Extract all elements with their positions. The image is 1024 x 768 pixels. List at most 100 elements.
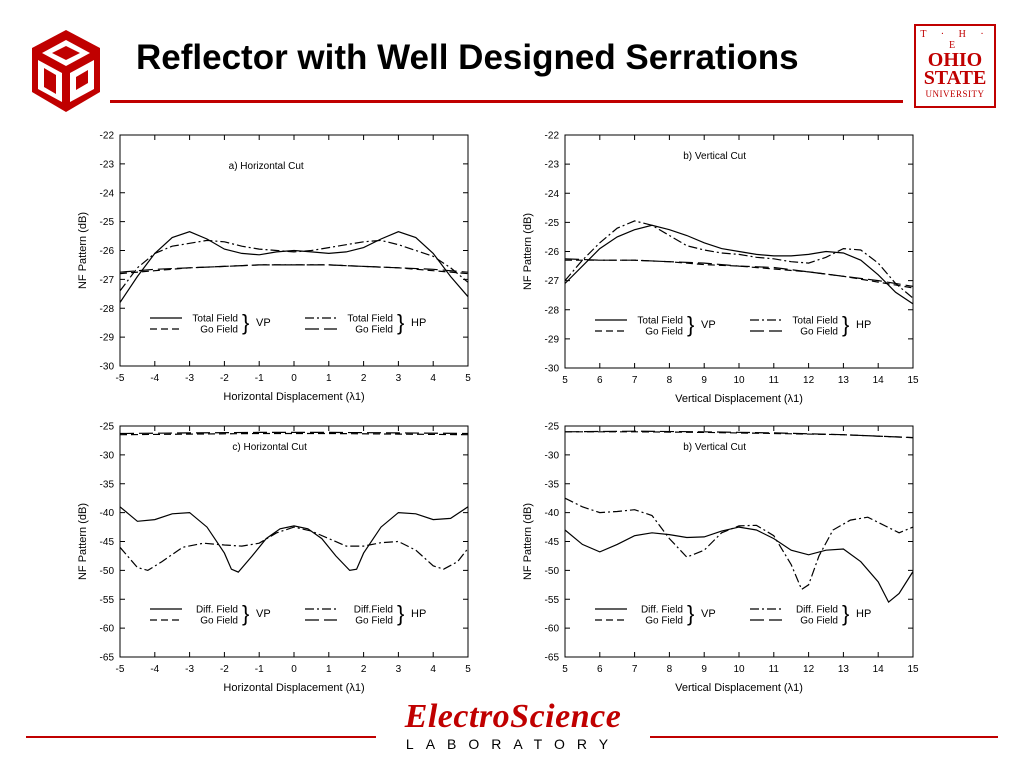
- osu-logo-university: UNIVERSITY: [925, 89, 985, 99]
- y-tick-label: -26: [545, 247, 560, 258]
- legend-entry-label: Diff.Field: [354, 605, 393, 616]
- legend-entry-label: Go Field: [645, 327, 683, 338]
- legend-brace: }: [687, 601, 694, 626]
- x-tick-label: 13: [838, 375, 850, 386]
- x-tick-label: 10: [733, 375, 745, 386]
- series-hp-dashdot: [119, 526, 469, 572]
- chart-vertical-cut-diff: 5 6 7 8 9 10 11 12 13 14 15 -25 -30 -35 -40 -45 -50 -55 -6…: [522, 422, 919, 695]
- legend-brace: }: [397, 601, 404, 626]
- x-tick-label: -2: [220, 373, 229, 384]
- legend-group-label: VP: [256, 608, 271, 620]
- x-tick-label: 9: [701, 375, 707, 386]
- x-tick-label: -3: [185, 373, 194, 384]
- y-tick-label: -55: [100, 595, 115, 606]
- panel-annotation: b) Vertical Cut: [683, 442, 746, 453]
- x-tick-label: 14: [873, 664, 885, 675]
- x-tick-label: 3: [396, 373, 402, 384]
- y-tick-label: -29: [100, 333, 115, 344]
- legend-brace: }: [842, 312, 849, 337]
- legend-group-label: VP: [701, 608, 716, 620]
- y-axis-label: NF Pattern (dB): [77, 503, 89, 580]
- x-axis-label: Vertical Displacement (λ1): [675, 682, 803, 694]
- series-hp-dashdot: [564, 220, 914, 299]
- x-tick-label: -2: [220, 664, 229, 675]
- x-tick-label: -1: [255, 373, 264, 384]
- x-tick-label: 2: [361, 664, 367, 675]
- x-tick-label: 7: [632, 375, 638, 386]
- plot-frame: [119, 425, 469, 658]
- legend-entry-label: Total Field: [347, 314, 393, 325]
- legend-group-label: HP: [856, 319, 871, 331]
- series-vp-solid: [564, 224, 914, 305]
- series-hp-dashdot: [564, 497, 914, 591]
- x-tick-label: 1: [326, 664, 332, 675]
- y-tick-label: -26: [100, 246, 115, 257]
- x-tick-label: 12: [803, 664, 815, 675]
- x-axis-label: Horizontal Displacement (λ1): [223, 391, 364, 403]
- x-tick-label: 8: [667, 375, 673, 386]
- legend-entry-label: Go Field: [200, 325, 238, 336]
- x-tick-label: 5: [465, 664, 471, 675]
- y-tick-label: -50: [545, 566, 560, 577]
- x-tick-label: -4: [150, 373, 159, 384]
- footer-rule-right: [650, 736, 998, 738]
- footer-rule-left: [26, 736, 376, 738]
- x-tick-label: 4: [430, 373, 436, 384]
- y-tick-label: -30: [100, 450, 115, 461]
- legend-brace: }: [242, 310, 249, 335]
- legend-entry-label: Total Field: [192, 314, 238, 325]
- x-tick-label: 13: [838, 664, 850, 675]
- legend-brace: }: [842, 601, 849, 626]
- legend-entry-label: Go Field: [645, 616, 683, 627]
- osu-logo-the: T · H · E: [920, 29, 990, 51]
- series-vp-solid: [119, 231, 469, 303]
- x-tick-label: 3: [396, 664, 402, 675]
- legend-entry-label: Go Field: [200, 616, 238, 627]
- y-tick-label: -50: [100, 566, 115, 577]
- series-vp-dashed: [119, 264, 469, 275]
- legend-entry-label: Go Field: [800, 327, 838, 338]
- plot-frame: [564, 425, 914, 658]
- y-tick-label: -28: [100, 304, 115, 315]
- y-tick-label: -23: [100, 159, 115, 170]
- x-tick-label: 15: [907, 664, 919, 675]
- y-tick-label: -45: [100, 537, 115, 548]
- legend-entry-label: Total Field: [792, 316, 838, 327]
- legend-entry-label: Diff. Field: [196, 605, 238, 616]
- y-tick-label: -25: [545, 218, 560, 229]
- x-tick-label: 5: [562, 375, 568, 386]
- y-axis-label: NF Pattern (dB): [77, 212, 89, 289]
- x-tick-label: -3: [185, 664, 194, 675]
- legend-group-label: HP: [856, 608, 871, 620]
- panel-annotation: b) Vertical Cut: [683, 151, 746, 162]
- x-tick-label: 10: [733, 664, 745, 675]
- y-tick-label: -30: [100, 362, 115, 373]
- legend-entry-label: Go Field: [800, 616, 838, 627]
- series-vp-solid: [119, 506, 469, 573]
- y-tick-label: -40: [100, 508, 115, 519]
- y-tick-label: -23: [545, 160, 560, 171]
- esl-logo: ElectroScience LABORATORY: [390, 698, 636, 753]
- y-tick-label: -22: [100, 131, 115, 142]
- x-tick-label: 7: [632, 664, 638, 675]
- x-tick-label: 1: [326, 373, 332, 384]
- legend-entry-label: Go Field: [355, 325, 393, 336]
- x-tick-label: 5: [562, 664, 568, 675]
- x-tick-label: -5: [116, 373, 125, 384]
- y-tick-label: -25: [100, 422, 115, 433]
- legend-brace: }: [397, 310, 404, 335]
- series-hp-dashdot: [119, 239, 469, 292]
- esl-logo-name: ElectroScience: [404, 698, 622, 735]
- osu-logo-state: STATE: [923, 67, 987, 89]
- osu-logo: T · H · E OHIO STATE UNIVERSITY: [914, 24, 996, 108]
- chart-vertical-cut-total: 5 6 7 8 9 10 11 12 13 14 15 -22 -23 -24 -25 -26 -27 -28 -2…: [522, 131, 919, 406]
- x-tick-label: 12: [803, 375, 815, 386]
- title-rule: [110, 100, 903, 103]
- x-axis-label: Horizontal Displacement (λ1): [223, 682, 364, 694]
- y-tick-label: -60: [100, 624, 115, 635]
- esl-logo-laboratory: LABORATORY: [405, 736, 621, 752]
- y-tick-label: -28: [545, 305, 560, 316]
- legend-entry-label: Go Field: [355, 616, 393, 627]
- x-tick-label: 5: [465, 373, 471, 384]
- x-tick-label: 9: [701, 664, 707, 675]
